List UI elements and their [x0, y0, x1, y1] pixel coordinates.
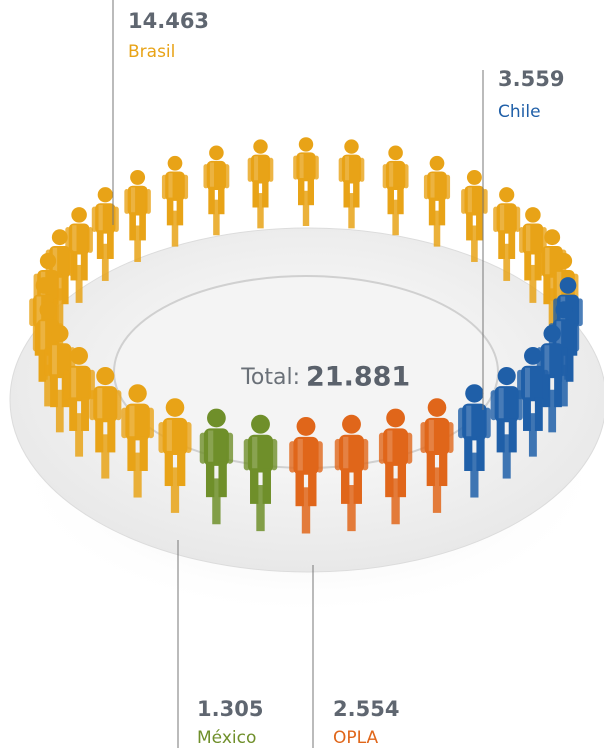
person-figure	[382, 145, 409, 236]
person-figure	[247, 139, 274, 229]
person-figure	[338, 139, 365, 229]
category-label: México	[197, 728, 256, 748]
people-ring	[29, 137, 583, 534]
value-label: 1.305	[197, 697, 263, 721]
person-figure	[121, 384, 154, 498]
person-figure	[65, 207, 93, 303]
person-figure	[91, 187, 119, 281]
person-figure	[158, 398, 192, 513]
value-label: 2.554	[333, 697, 399, 721]
person-figure	[199, 408, 234, 525]
person-figure	[293, 137, 319, 226]
value-label: 14.463	[128, 9, 209, 33]
person-figure	[334, 414, 369, 532]
person-figure	[161, 155, 189, 247]
category-label: Chile	[498, 102, 541, 122]
person-figure	[89, 366, 122, 479]
person-figure	[289, 416, 323, 534]
person-figure	[423, 155, 451, 247]
person-figure	[378, 408, 413, 525]
person-figure	[458, 384, 491, 498]
person-figure	[493, 187, 521, 281]
person-figure	[243, 414, 278, 532]
person-figure	[461, 169, 488, 262]
person-figure	[203, 145, 230, 236]
person-figure	[490, 366, 523, 479]
category-label: OPLA	[333, 728, 378, 748]
person-figure	[420, 398, 454, 513]
category-label: Brasil	[128, 42, 175, 62]
total-label: Total:	[240, 365, 300, 390]
total-value: 21.881	[306, 362, 410, 393]
value-label: 3.559	[498, 67, 564, 91]
person-figure	[517, 346, 549, 457]
person-figure	[124, 169, 151, 262]
